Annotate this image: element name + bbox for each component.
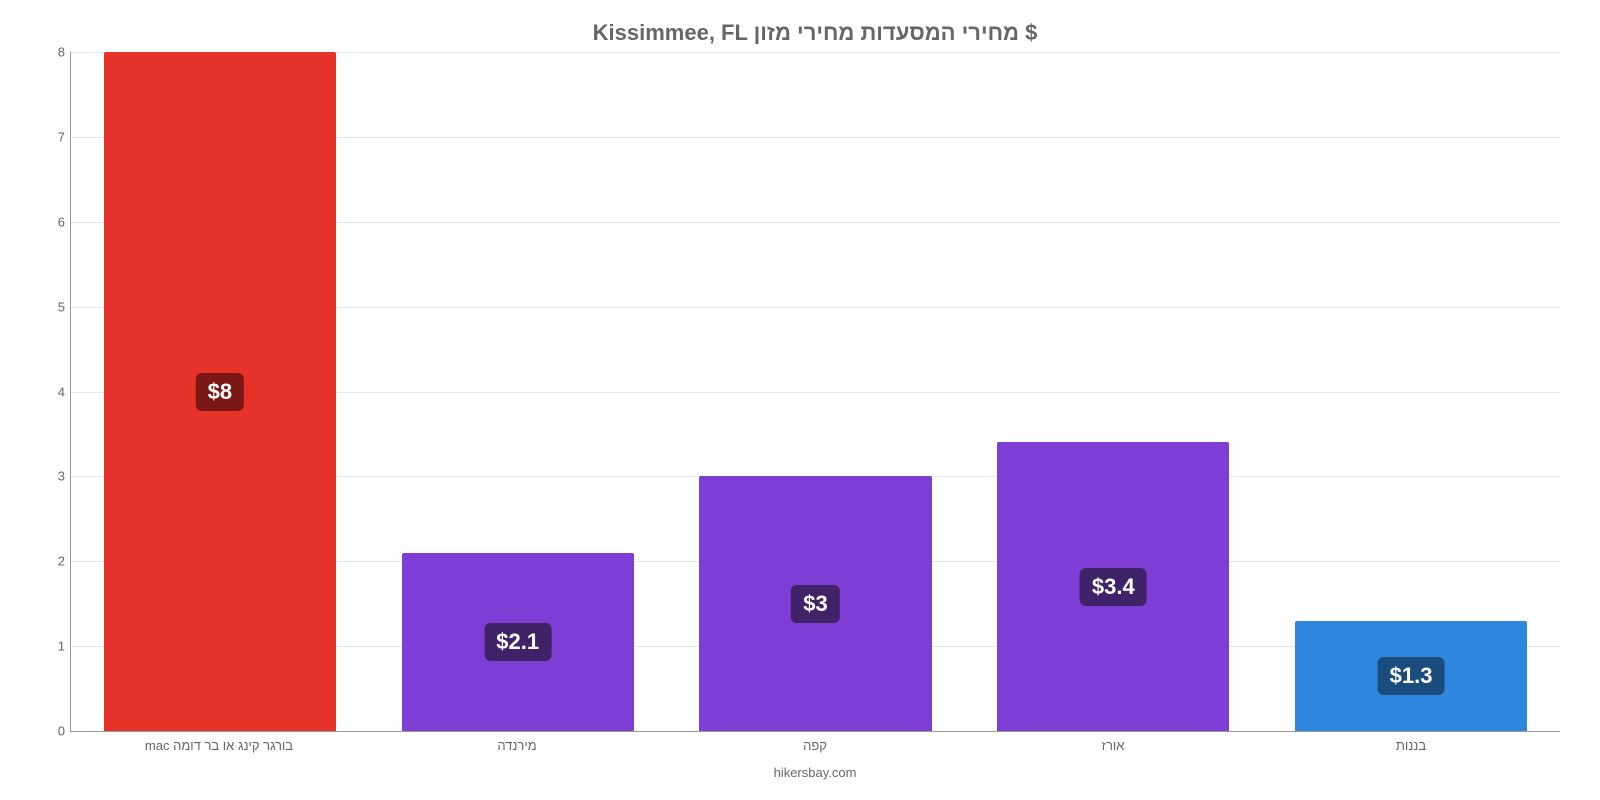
bar-slot: $1.3 bbox=[1262, 52, 1560, 731]
price-bar-chart: Kissimmee, FL מחירי המסעדות מחירי מזון $… bbox=[0, 0, 1600, 800]
bar-value-badge: $3 bbox=[791, 585, 839, 623]
y-tick-label: 1 bbox=[39, 639, 65, 654]
x-tick-label: בורגר קינג או בר דומה mac bbox=[70, 738, 368, 753]
bar: $3.4 bbox=[997, 442, 1229, 731]
y-tick-label: 3 bbox=[39, 469, 65, 484]
bar-value-badge: $8 bbox=[196, 373, 244, 411]
plot-area: $8$2.1$3$3.4$1.3 012345678 bbox=[70, 52, 1560, 732]
y-tick-label: 8 bbox=[39, 45, 65, 60]
x-axis-labels: בורגר קינג או בר דומה macמירנדהקפהאורזבנ… bbox=[70, 738, 1560, 753]
bar: $3 bbox=[699, 476, 931, 731]
bar: $8 bbox=[104, 52, 336, 731]
bar-slot: $3 bbox=[667, 52, 965, 731]
chart-title: Kissimmee, FL מחירי המסעדות מחירי מזון $ bbox=[70, 20, 1560, 46]
bar-value-badge: $1.3 bbox=[1378, 657, 1445, 695]
bar-slot: $8 bbox=[71, 52, 369, 731]
y-tick-label: 5 bbox=[39, 299, 65, 314]
y-tick-label: 7 bbox=[39, 129, 65, 144]
y-tick-label: 4 bbox=[39, 384, 65, 399]
x-tick-label: מירנדה bbox=[368, 738, 666, 753]
bar-value-badge: $3.4 bbox=[1080, 568, 1147, 606]
y-tick-label: 2 bbox=[39, 554, 65, 569]
bars-container: $8 $2.1 $3 $3.4 $1.3 bbox=[71, 52, 1560, 731]
y-tick-label: 0 bbox=[39, 724, 65, 739]
x-tick-label: קפה bbox=[666, 738, 964, 753]
chart-credit: hikersbay.com bbox=[70, 765, 1560, 780]
x-tick-label: בננות bbox=[1262, 738, 1560, 753]
bar: $1.3 bbox=[1295, 621, 1527, 731]
bar-value-badge: $2.1 bbox=[484, 623, 551, 661]
bar-slot: $2.1 bbox=[369, 52, 667, 731]
bar-slot: $3.4 bbox=[964, 52, 1262, 731]
bar: $2.1 bbox=[402, 553, 634, 731]
x-tick-label: אורז bbox=[964, 738, 1262, 753]
y-tick-label: 6 bbox=[39, 214, 65, 229]
